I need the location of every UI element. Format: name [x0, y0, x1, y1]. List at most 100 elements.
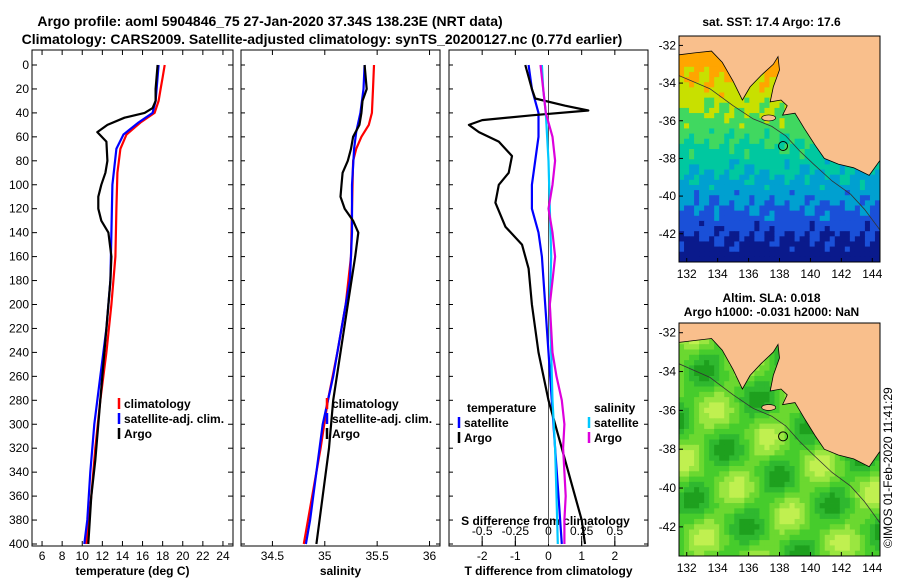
map-cell — [829, 529, 836, 536]
map-cell — [689, 550, 695, 556]
map-cell — [814, 231, 821, 237]
map-cell — [719, 365, 725, 372]
map-cell — [684, 540, 690, 546]
map-cell — [869, 524, 876, 530]
map-cell — [749, 87, 755, 93]
map-cell — [819, 444, 826, 451]
map-cell — [754, 107, 760, 114]
map-cell — [689, 169, 695, 176]
map-cell — [824, 236, 831, 242]
map-cell — [849, 220, 856, 227]
map-cell — [719, 497, 725, 504]
map-cell — [719, 195, 725, 201]
map-cell — [709, 413, 715, 419]
map-cell — [754, 256, 760, 262]
map-cell — [789, 497, 795, 504]
map-cell — [809, 439, 816, 446]
map-cell — [794, 174, 801, 181]
map-cell — [709, 82, 715, 88]
map-cell — [789, 534, 795, 541]
map-cell — [819, 550, 826, 556]
map-cell — [709, 184, 715, 191]
map-cell — [779, 113, 785, 119]
map-cell — [759, 226, 765, 232]
map-cell — [829, 460, 836, 467]
map-cell — [869, 184, 876, 191]
map-cell — [679, 349, 685, 356]
map-cell — [754, 164, 760, 170]
map-cell — [689, 492, 695, 499]
map-cell — [764, 179, 770, 186]
map-cell — [774, 360, 780, 366]
map-cell — [774, 61, 780, 68]
map-cell — [749, 492, 755, 499]
map-cell — [789, 460, 795, 467]
map-cell — [834, 236, 841, 242]
map-cell — [834, 169, 841, 176]
map-cell — [754, 513, 760, 520]
map-cell — [834, 190, 841, 196]
map-cell — [799, 138, 806, 145]
map-cell — [709, 256, 715, 262]
map-cell — [824, 215, 831, 222]
map-cell — [834, 164, 841, 170]
map-cell — [714, 418, 720, 425]
map-cell — [839, 226, 846, 232]
map-cell — [784, 439, 790, 446]
map-cell — [749, 524, 755, 530]
map-cell — [824, 205, 831, 212]
map-cell — [844, 545, 851, 552]
map-cell — [844, 529, 851, 536]
map-cell — [874, 513, 880, 520]
map-cell — [794, 226, 801, 232]
map-cell — [774, 471, 780, 477]
map-cell — [744, 190, 750, 196]
map-cell — [704, 444, 710, 451]
map-cell — [799, 231, 806, 237]
map-cell — [859, 215, 866, 222]
map-cell — [809, 226, 816, 232]
map-cell — [704, 465, 710, 472]
map-cell — [759, 97, 765, 104]
map-cell — [709, 434, 715, 440]
map-cell — [874, 236, 880, 242]
map-cell — [784, 492, 790, 499]
map-cell — [789, 508, 795, 515]
map-cell — [804, 205, 811, 212]
map-cell — [689, 87, 695, 93]
map-cell — [689, 128, 695, 134]
map-cell — [694, 97, 700, 104]
map-cell — [764, 481, 770, 488]
map-cell — [794, 190, 801, 196]
map-cell — [729, 370, 735, 377]
map-cell — [719, 107, 725, 114]
map-cell — [749, 107, 755, 114]
map-cell — [769, 190, 775, 196]
map-cell — [814, 513, 821, 520]
map-cell — [784, 164, 790, 170]
map-cell — [739, 529, 745, 536]
map-cell — [684, 513, 690, 520]
map-cell — [754, 179, 760, 186]
map-cell — [789, 444, 795, 451]
map-cell — [719, 455, 725, 462]
map-cell — [709, 169, 715, 176]
map-cell — [769, 524, 775, 530]
map-cell — [874, 226, 880, 232]
map-cell — [824, 174, 831, 181]
land-mass — [679, 323, 880, 468]
map-cell — [839, 508, 846, 515]
map-cell — [774, 550, 780, 556]
map-cell — [854, 545, 861, 552]
map-cell — [859, 241, 866, 247]
map-cell — [749, 465, 755, 472]
map-cell — [684, 529, 690, 536]
map-cell — [849, 205, 856, 212]
x-tick-label: 36 — [423, 549, 437, 563]
map-cell — [859, 205, 866, 212]
map-cell — [709, 251, 715, 258]
map-cell — [804, 256, 811, 262]
map-x-tick-label: 134 — [708, 267, 728, 281]
map-cell — [699, 71, 705, 78]
map-cell — [694, 397, 700, 403]
